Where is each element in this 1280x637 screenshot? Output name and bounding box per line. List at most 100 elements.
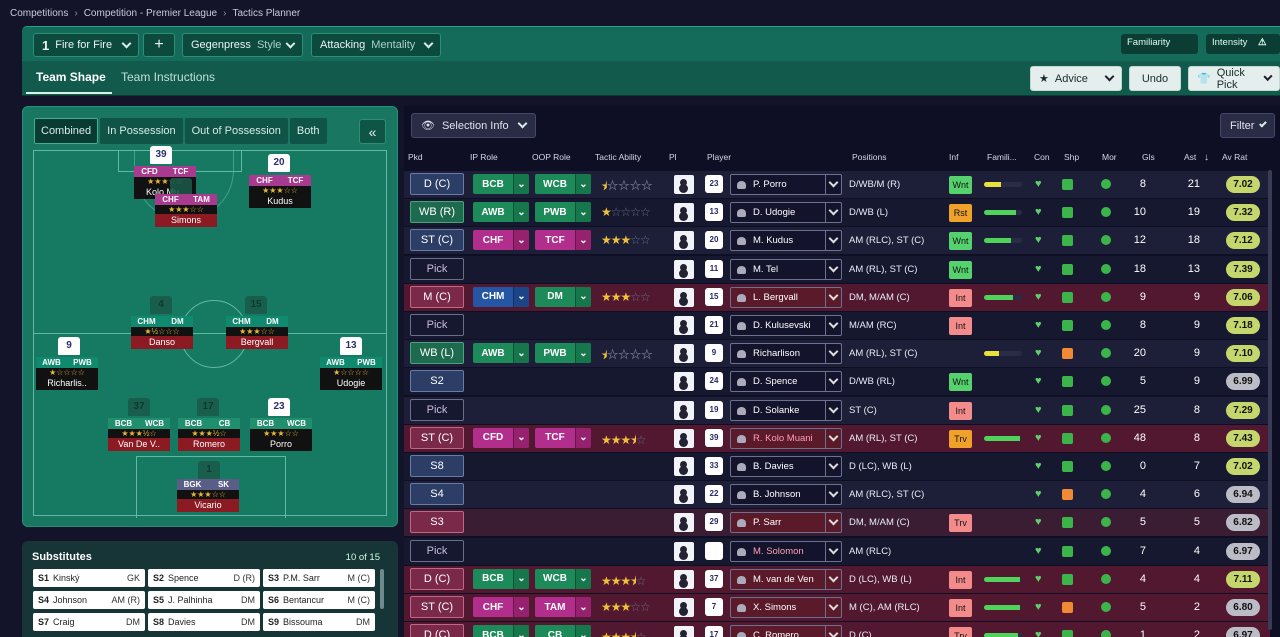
player-profile-icon[interactable] — [674, 175, 694, 194]
player-shirt-icon[interactable]: 13 — [340, 337, 362, 355]
player-selector[interactable]: P. Porro — [730, 174, 842, 195]
table-row[interactable]: S8 33 B. Davies D (LC), WB (L) ♥ 0 7 7.02 — [404, 453, 1270, 480]
player-profile-icon[interactable] — [674, 626, 694, 637]
player-profile-icon[interactable] — [674, 400, 694, 420]
player-selector[interactable]: M. Tel — [730, 258, 842, 280]
player-selector[interactable]: M. Solomon — [730, 540, 842, 562]
player-profile-icon[interactable] — [674, 231, 694, 251]
player-shirt-icon[interactable]: 15 — [245, 296, 267, 314]
tab-team-instructions[interactable]: Team Instructions — [121, 70, 216, 84]
substitute-item[interactable]: S4 Johnson AM (R) — [33, 591, 145, 609]
player-profile-icon[interactable] — [674, 316, 694, 335]
picked-slot[interactable]: ST (C) — [410, 596, 464, 618]
picked-slot[interactable]: WB (R) — [410, 201, 464, 224]
substitute-item[interactable]: S3 P.M. Sarr M (C) — [263, 569, 375, 587]
ip-role-dropdown[interactable]: CHF ⌄ — [473, 230, 529, 251]
player-selector[interactable]: M. van de Ven — [730, 568, 842, 590]
table-row[interactable]: Pick 21 D. Kulusevski M/AM (RC) Int ♥ 8 9 7.18 — [404, 312, 1270, 339]
picked-slot[interactable]: S8 — [410, 455, 464, 477]
table-row[interactable]: ST (C) CHF ⌄ TCF ⌄ ★★★☆☆ 20 M. Kudus AM (RLC), S… — [404, 227, 1270, 255]
substitute-item[interactable]: S1 Kinský GK — [33, 569, 145, 587]
player-profile-icon[interactable] — [674, 287, 694, 307]
table-row[interactable]: Pick M. Solomon AM (RLC) ♥ 7 4 6.97 — [404, 537, 1270, 565]
oop-role-dropdown[interactable]: WCB ⌄ — [535, 174, 591, 194]
player-profile-icon[interactable] — [674, 428, 694, 448]
table-row[interactable]: M (C) CHM ⌄ DM ⌄ ★★★☆☆ 15 L. Bergvall DM, M/AM (… — [404, 283, 1270, 311]
player-profile-icon[interactable] — [674, 541, 694, 561]
add-tactic-button[interactable]: + — [143, 33, 175, 57]
sort-arrow-icon[interactable]: ↓ — [1204, 152, 1209, 163]
player-selector[interactable]: R. Kolo Muani — [730, 427, 842, 449]
column-header[interactable]: Mor — [1102, 152, 1117, 162]
picked-slot[interactable]: M (C) — [410, 285, 464, 308]
column-header[interactable]: Gls — [1142, 152, 1155, 162]
player-shirt-icon[interactable]: 17 — [197, 398, 219, 416]
picked-slot[interactable]: S3 — [410, 511, 464, 534]
pitch-player-card[interactable]: BCB WCB ★★★½☆ Van De V.. — [108, 418, 170, 451]
table-row[interactable]: ST (C) CHF ⌄ TAM ⌄ ★★★☆☆ 7 X. Simons M (C), AM (… — [404, 594, 1270, 621]
familiarity-indicator[interactable]: Familiarity — [1121, 34, 1198, 54]
table-row[interactable]: WB (L) AWB ⌄ PWB ⌄ ⯨☆☆☆☆ 9 Richarlison AM (RL), … — [404, 340, 1270, 368]
table-row[interactable]: Pick 11 M. Tel AM (RL), ST (C) Wnt ♥ 18 13 7.39 — [404, 255, 1270, 283]
player-shirt-icon[interactable]: 4 — [150, 296, 172, 314]
player-selector[interactable]: B. Johnson — [730, 484, 842, 506]
pitch-player-card[interactable]: CHF TAM ★★★☆☆ Simons — [155, 194, 217, 227]
player-shirt-icon[interactable]: 1 — [198, 461, 220, 479]
picked-slot[interactable]: D (C) — [410, 567, 464, 590]
picked-slot[interactable]: D (C) — [410, 173, 464, 195]
substitute-item[interactable]: S2 Spence D (R) — [148, 569, 260, 587]
column-header[interactable]: OOP Role — [532, 152, 571, 162]
column-header[interactable]: Av Rat — [1222, 152, 1248, 162]
player-selector[interactable]: P. Sarr — [730, 512, 842, 534]
substitute-item[interactable]: S5 J. Palhinha DM — [148, 591, 260, 609]
player-shirt-icon[interactable]: 39 — [150, 146, 172, 164]
oop-role-dropdown[interactable]: PWB ⌄ — [535, 343, 591, 364]
picked-slot[interactable]: S4 — [410, 483, 464, 506]
player-profile-icon[interactable] — [674, 457, 694, 476]
pitch-tab-both[interactable]: Both — [289, 118, 327, 144]
player-profile-icon[interactable] — [674, 259, 694, 279]
table-row[interactable]: WB (R) AWB ⌄ PWB ⌄ ★☆☆☆☆ 13 D. Udogie D/WB (L) Rs… — [404, 199, 1270, 227]
substitute-item[interactable]: S7 Craig DM — [33, 613, 145, 631]
crumb-competitions[interactable]: Competitions — [10, 8, 69, 19]
ip-role-dropdown[interactable]: AWB ⌄ — [473, 202, 529, 223]
column-header[interactable]: Pl — [669, 152, 677, 162]
selection-info-button[interactable]: 👁 Selection Info — [411, 113, 536, 138]
player-selector[interactable]: C. Romero — [730, 625, 842, 637]
player-selector[interactable]: D. Solanke — [730, 399, 842, 421]
player-selector[interactable]: X. Simons — [730, 597, 842, 618]
tactic-selector[interactable]: 1 Fire for Fire — [33, 33, 139, 57]
pitch-tab-combined[interactable]: Combined — [34, 118, 99, 144]
table-row[interactable]: D (C) BCB ⌄ WCB ⌄ ★★★⯨☆ 37 M. van de Ven D (LC),… — [404, 565, 1270, 593]
player-profile-icon[interactable] — [674, 372, 694, 392]
pitch-player-card[interactable]: CHM DM ★½☆☆☆ Danso — [131, 316, 193, 349]
oop-role-dropdown[interactable]: CB ⌄ — [535, 625, 591, 637]
player-shirt-icon[interactable]: 23 — [268, 398, 290, 416]
player-shirt-icon[interactable]: 37 — [128, 398, 150, 416]
column-header[interactable]: Inf — [949, 152, 959, 162]
pitch-player-card[interactable]: CHM DM ★★★☆☆ Bergvall — [226, 316, 288, 349]
player-profile-icon[interactable] — [674, 598, 694, 617]
column-header[interactable]: Positions — [852, 152, 887, 162]
oop-role-dropdown[interactable]: TAM ⌄ — [535, 597, 591, 617]
player-selector[interactable]: B. Davies — [730, 456, 842, 477]
player-shirt-icon[interactable]: 20 — [268, 154, 290, 172]
mentality-dropdown[interactable]: Attacking Mentality — [311, 33, 441, 57]
player-selector[interactable]: Richarlison — [730, 343, 842, 365]
ip-role-dropdown[interactable]: BCB ⌄ — [473, 625, 529, 637]
table-row[interactable]: Pick 19 D. Solanke ST (C) Int ♥ 25 8 7.29 — [404, 396, 1270, 424]
player-selector[interactable]: D. Kulusevski — [730, 315, 842, 336]
player-profile-icon[interactable] — [674, 569, 694, 589]
undo-button[interactable]: Undo — [1129, 66, 1181, 91]
substitute-item[interactable]: S9 Bissouma DM — [263, 613, 375, 631]
substitute-item[interactable]: S6 Bentancur M (C) — [263, 591, 375, 609]
ip-role-dropdown[interactable]: CHM ⌄ — [473, 286, 529, 307]
table-row[interactable]: S4 22 B. Johnson AM (RLC), ST (C) ♥ 4 6 6.94 — [404, 481, 1270, 509]
oop-role-dropdown[interactable]: TCF ⌄ — [535, 230, 591, 251]
player-profile-icon[interactable] — [674, 485, 694, 505]
pitch-tab-out-of-possession[interactable]: Out of Possession — [184, 118, 288, 144]
ip-role-dropdown[interactable]: BCB ⌄ — [473, 174, 529, 194]
picked-slot[interactable]: S2 — [410, 370, 464, 393]
picked-slot[interactable]: WB (L) — [410, 342, 464, 365]
picked-slot[interactable]: D (C) — [410, 624, 464, 637]
